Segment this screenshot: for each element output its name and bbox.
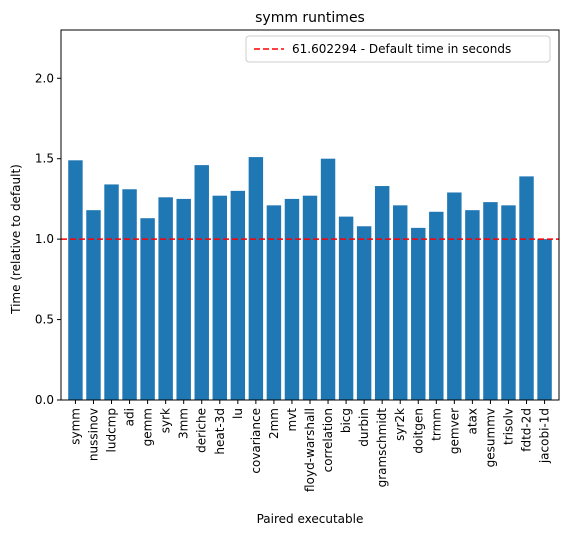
bar-symm bbox=[68, 160, 83, 400]
x-axis-label: Paired executable bbox=[257, 512, 364, 526]
x-tick-label: heat-3d bbox=[213, 408, 227, 455]
bar-nussinov bbox=[86, 210, 101, 400]
bar-jacobi-1d bbox=[537, 239, 552, 400]
x-tick-label: 2mm bbox=[267, 408, 281, 439]
bar-ludcmp bbox=[104, 184, 119, 400]
legend-box bbox=[245, 35, 551, 63]
bar-atax bbox=[465, 210, 480, 400]
bar-2mm bbox=[266, 205, 282, 400]
x-tick-label: trmm bbox=[429, 408, 443, 441]
x-tick-label: durbin bbox=[357, 408, 371, 447]
x-tick-label: mvt bbox=[285, 408, 299, 432]
x-tick-label: covariance bbox=[249, 408, 263, 474]
bar-correlation bbox=[320, 158, 336, 400]
y-tick-label: 1.5 bbox=[35, 152, 54, 166]
bar-covariance bbox=[248, 157, 264, 400]
x-tick-label: gesummv bbox=[483, 408, 497, 467]
plot-frame bbox=[60, 29, 560, 401]
x-tick-label: 3mm bbox=[177, 408, 191, 439]
x-tick-label: doitgen bbox=[411, 408, 425, 454]
bar-gesummv bbox=[483, 202, 498, 400]
x-tick-label: syr2k bbox=[393, 408, 407, 441]
x-tick-label: gemm bbox=[141, 408, 155, 446]
x-tick-label: lu bbox=[231, 408, 245, 419]
bar-deriche bbox=[194, 165, 209, 400]
y-tick-label: 0.5 bbox=[35, 313, 54, 327]
legend-label: 61.602294 - Default time in seconds bbox=[292, 42, 511, 56]
x-tick-label: atax bbox=[465, 408, 479, 435]
x-tick-label: nussinov bbox=[86, 408, 100, 461]
bar-syrk bbox=[158, 197, 173, 400]
bar-fdtd-2d bbox=[519, 176, 534, 400]
x-tick-label: trisolv bbox=[501, 408, 515, 445]
y-tick-label: 2.0 bbox=[35, 71, 54, 85]
x-tick-label: ludcmp bbox=[105, 408, 119, 452]
bar-3mm bbox=[176, 198, 191, 400]
y-tick-label: 0.0 bbox=[35, 393, 54, 407]
x-tick-label: floyd-warshall bbox=[303, 408, 317, 492]
y-axis: 0.0 0.5 1.0 1.5 2.0 bbox=[35, 71, 61, 407]
x-tick-label: gemver bbox=[447, 408, 461, 454]
x-tick-label: jacobi-1d bbox=[538, 408, 552, 464]
bar-gemm bbox=[140, 218, 155, 400]
bar-gemver bbox=[447, 192, 462, 400]
x-axis: symm nussinov ludcmp adi gemm syrk 3mm deriche h… bbox=[68, 400, 552, 492]
bar-floyd-warshall bbox=[302, 195, 318, 400]
bar-heat-3d bbox=[212, 195, 227, 400]
bar-adi bbox=[122, 189, 137, 400]
y-axis-label: Time (relative to default) bbox=[9, 164, 23, 315]
bar-mvt bbox=[284, 198, 300, 400]
x-tick-label: bicg bbox=[339, 408, 353, 433]
bar-durbin bbox=[356, 226, 372, 400]
bars-group bbox=[68, 157, 552, 400]
x-tick-label: deriche bbox=[195, 408, 209, 453]
bar-bicg bbox=[338, 216, 354, 400]
bar-gramschmidt bbox=[374, 186, 390, 400]
x-tick-label: symm bbox=[68, 408, 82, 445]
x-tick-label: gramschmidt bbox=[375, 408, 389, 488]
bar-syr2k bbox=[393, 205, 408, 400]
legend: 61.602294 - Default time in seconds bbox=[245, 35, 551, 63]
bar-trisolv bbox=[501, 205, 516, 400]
y-tick-label: 1.0 bbox=[35, 232, 54, 246]
x-tick-label: correlation bbox=[321, 408, 335, 472]
bar-trmm bbox=[429, 211, 444, 400]
bar-doitgen bbox=[411, 227, 426, 400]
x-tick-label: syrk bbox=[159, 408, 173, 433]
chart-title: symm runtimes bbox=[255, 10, 365, 26]
bar-lu bbox=[230, 190, 246, 400]
x-tick-label: adi bbox=[123, 408, 137, 426]
x-tick-label: fdtd-2d bbox=[520, 408, 534, 452]
